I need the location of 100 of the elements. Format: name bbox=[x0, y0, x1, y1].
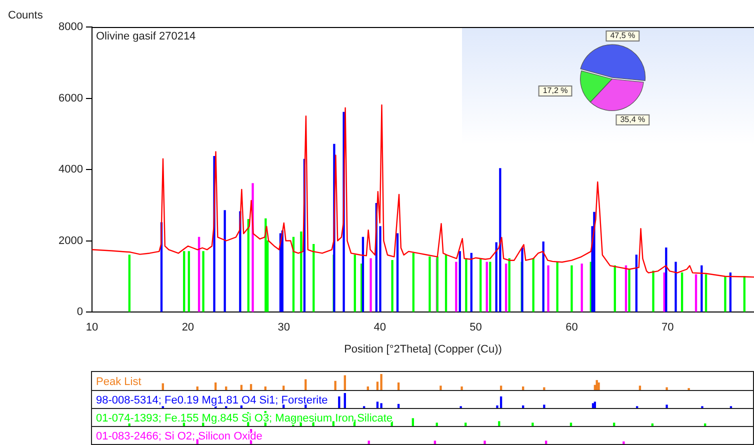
bar bbox=[354, 254, 356, 312]
bar bbox=[334, 380, 336, 390]
bar bbox=[397, 404, 400, 408]
bar bbox=[304, 379, 307, 390]
bar bbox=[622, 441, 625, 444]
bar bbox=[729, 272, 732, 312]
bar bbox=[700, 265, 703, 312]
x-tick-label: 40 bbox=[374, 322, 386, 334]
bar bbox=[396, 233, 399, 312]
bar bbox=[224, 210, 226, 312]
bar bbox=[214, 382, 217, 390]
bar bbox=[543, 404, 546, 408]
bar bbox=[542, 241, 544, 312]
data-label: 47,5 % bbox=[610, 31, 636, 40]
bar bbox=[674, 262, 677, 312]
bar bbox=[338, 396, 340, 408]
bar bbox=[188, 251, 190, 312]
y-tick-label: 0 bbox=[76, 306, 83, 318]
bar bbox=[556, 262, 558, 312]
bar bbox=[370, 258, 372, 312]
bar bbox=[570, 265, 573, 312]
y-axis-title: Counts bbox=[8, 10, 44, 22]
data-label: 17,2 % bbox=[542, 86, 568, 96]
bar bbox=[240, 384, 243, 390]
bar bbox=[592, 403, 594, 408]
x-tick-label: 70 bbox=[662, 322, 674, 334]
bar bbox=[412, 418, 414, 426]
bar bbox=[460, 386, 463, 390]
bar bbox=[436, 422, 438, 426]
bar bbox=[504, 264, 508, 312]
bar bbox=[470, 252, 472, 312]
bar bbox=[522, 386, 524, 390]
y-tick-label: 8000 bbox=[58, 21, 83, 34]
bar bbox=[499, 168, 502, 312]
x-tick-label: 60 bbox=[566, 322, 578, 334]
bar bbox=[344, 393, 346, 408]
bar bbox=[202, 251, 204, 312]
bar bbox=[704, 274, 708, 312]
bar bbox=[484, 440, 486, 444]
bar bbox=[412, 252, 414, 312]
bar bbox=[380, 403, 382, 408]
bar bbox=[380, 374, 382, 390]
bar bbox=[250, 384, 252, 390]
bar bbox=[183, 251, 186, 312]
bar bbox=[532, 422, 534, 426]
bar bbox=[652, 270, 654, 312]
bar bbox=[500, 386, 502, 390]
bar bbox=[464, 422, 467, 426]
bar bbox=[362, 236, 364, 312]
bar bbox=[264, 386, 266, 390]
bar bbox=[522, 405, 524, 408]
x-tick-label: 50 bbox=[470, 322, 482, 334]
bar bbox=[666, 387, 668, 390]
bar bbox=[545, 440, 548, 444]
chart-title: Peak List bbox=[96, 376, 142, 388]
bar bbox=[440, 386, 442, 390]
bar bbox=[680, 272, 684, 312]
bar bbox=[570, 422, 572, 426]
bar bbox=[624, 265, 628, 312]
bar bbox=[704, 423, 706, 426]
bar bbox=[444, 254, 448, 312]
x-tick-label: 20 bbox=[182, 322, 194, 334]
bar bbox=[532, 258, 534, 312]
bar bbox=[455, 262, 458, 312]
bar bbox=[498, 421, 500, 426]
bar bbox=[500, 396, 502, 408]
bar bbox=[196, 386, 198, 390]
bar bbox=[666, 404, 668, 408]
bar bbox=[397, 382, 400, 390]
bar bbox=[594, 402, 596, 408]
bar bbox=[344, 375, 346, 390]
y-tick-label: 2000 bbox=[58, 234, 83, 247]
x-tick-label: 10 bbox=[86, 322, 98, 334]
bar bbox=[376, 402, 379, 408]
bar bbox=[593, 212, 596, 312]
bar bbox=[366, 386, 369, 390]
bar bbox=[458, 251, 461, 312]
bar bbox=[465, 258, 468, 312]
bar bbox=[282, 404, 285, 408]
bar bbox=[635, 254, 638, 312]
bar bbox=[508, 258, 510, 312]
y-tick-label: 6000 bbox=[58, 92, 83, 104]
bar bbox=[638, 386, 642, 390]
bar bbox=[613, 422, 616, 426]
x-axis-title: Position [°2Theta] (Copper (Cu)) bbox=[344, 343, 502, 356]
bar bbox=[665, 248, 668, 312]
bar bbox=[196, 439, 198, 444]
bar bbox=[368, 440, 370, 444]
bar bbox=[479, 258, 482, 312]
bar bbox=[182, 422, 186, 426]
bar bbox=[628, 268, 630, 312]
bar bbox=[312, 244, 315, 312]
x-tick-label: 30 bbox=[278, 322, 290, 334]
bar bbox=[580, 264, 583, 312]
bar bbox=[128, 423, 130, 426]
bar bbox=[489, 262, 492, 312]
bar bbox=[128, 254, 130, 312]
bar bbox=[225, 386, 228, 390]
bar bbox=[391, 260, 394, 312]
bar bbox=[300, 232, 302, 312]
